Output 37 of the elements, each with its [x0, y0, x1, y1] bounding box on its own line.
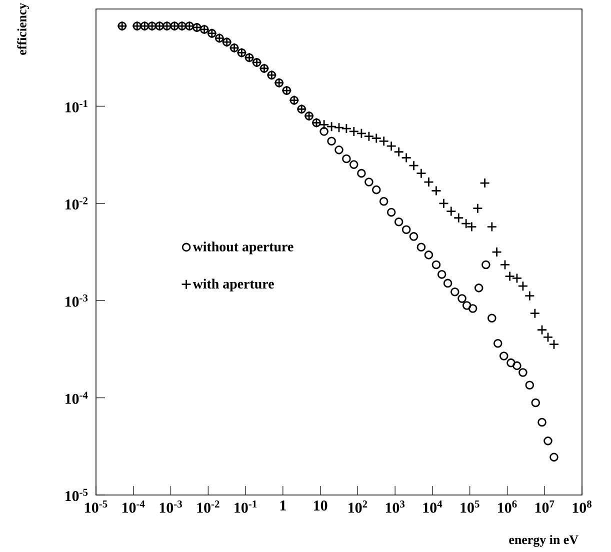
- y-tick-label: 10$^{-3}$: [66, 294, 88, 307]
- x-tick-label: 10$^{2}$: [348, 500, 368, 513]
- x-axis-title: energy in eV: [509, 534, 578, 547]
- x-tick-label: 10$^{-2}$: [197, 500, 220, 513]
- x-tick-label: 10$^{6}$: [498, 500, 517, 513]
- legend-label: without aperture: [192, 242, 294, 254]
- point: [296, 104, 307, 114]
- point: [266, 70, 277, 80]
- point: [408, 160, 419, 171]
- point: [424, 176, 434, 188]
- x-tick-label: 1: [280, 500, 286, 510]
- y-tick-label: 10$^{-5}$: [66, 488, 88, 502]
- point: [304, 110, 314, 122]
- y-tick-label: 10$^{-2}$: [66, 197, 88, 210]
- point: [274, 78, 284, 88]
- x-tick-label: 10$^{-4}$: [122, 500, 145, 513]
- x-tick-label: 10$^{8}$: [572, 500, 592, 513]
- x-tick-label: 10$^{7}$: [535, 500, 554, 513]
- x-tick-label: 10$^{3}$: [386, 500, 405, 513]
- point: [416, 168, 426, 179]
- y-tick-label: 10$^{-4}$: [66, 392, 88, 404]
- legend-label: with aperture: [192, 278, 274, 292]
- point: [438, 198, 449, 209]
- x-tick-label: 10: [314, 500, 328, 511]
- y-tick-label: 10$^{-1}$: [66, 100, 88, 112]
- point: [334, 122, 344, 133]
- point: [288, 95, 300, 106]
- point: [446, 206, 456, 216]
- x-tick-label: 10$^{-3}$: [160, 500, 182, 513]
- point: [282, 86, 292, 95]
- x-tick-label: 10$^{-1}$: [234, 500, 257, 513]
- x-tick-label: 10$^{5}$: [460, 500, 480, 513]
- point: [431, 186, 442, 196]
- point: [326, 121, 337, 132]
- x-tick-label: 10$^{4}$: [423, 500, 442, 513]
- y-axis-title: efficiency: [17, 2, 30, 55]
- x-tick-label: 10$^{-5}$: [85, 500, 108, 513]
